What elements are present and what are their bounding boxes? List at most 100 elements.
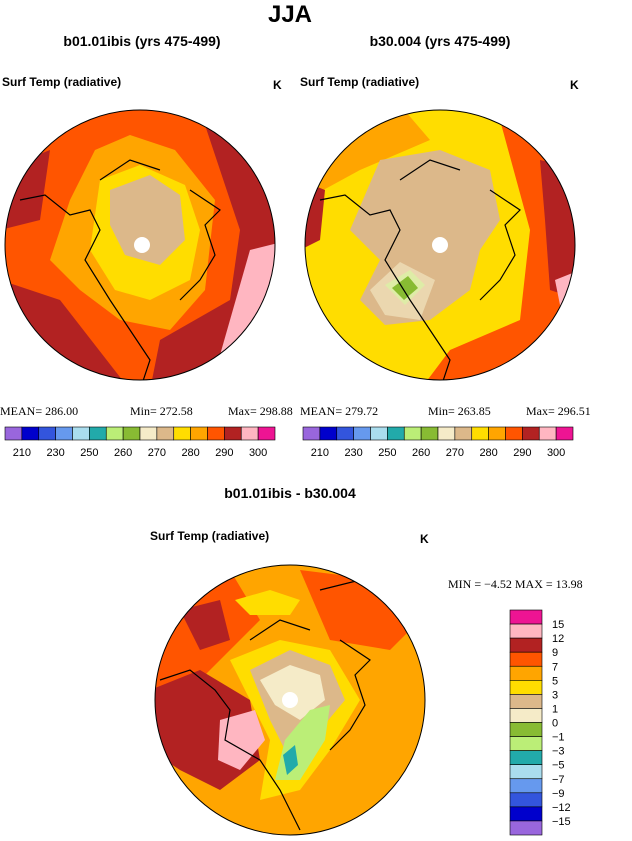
colorbar-label: −1 — [552, 732, 565, 744]
stat: Max= 296.51 — [526, 404, 591, 418]
colorbar-label: −12 — [552, 802, 571, 814]
variable-label: Surf Temp (radiative) — [300, 75, 419, 89]
colorbar-box — [454, 426, 473, 441]
colorbar-box — [471, 426, 489, 441]
colorbar-label: 230 — [46, 447, 64, 459]
colorbar-box — [509, 722, 543, 737]
colorbar-label: 300 — [547, 447, 565, 459]
colorbar-box — [173, 426, 191, 441]
units-label: K — [273, 78, 282, 92]
panel-title: b01.01ibis (yrs 475-499) — [63, 33, 220, 49]
map — [305, 110, 575, 380]
stat: Min= 263.85 — [428, 404, 491, 418]
figure-title: JJA — [268, 1, 312, 28]
colorbar-label: 210 — [13, 447, 31, 459]
colorbar-label: −7 — [552, 774, 565, 786]
colorbar-box — [190, 426, 208, 441]
colorbar-box — [336, 426, 354, 441]
colorbar-box — [420, 426, 439, 441]
colorbar-box — [403, 426, 422, 441]
colorbar-box — [72, 426, 90, 441]
map — [155, 565, 425, 835]
map-border — [154, 564, 426, 836]
diff-stats: MIN = −4.52 MAX = 13.98 — [448, 577, 583, 591]
colorbar-box — [509, 651, 543, 667]
colorbar-label: 15 — [552, 619, 564, 631]
colorbar-label: 9 — [552, 647, 558, 659]
colorbar-box — [38, 426, 56, 441]
colorbar-box — [509, 609, 543, 625]
colorbar-box — [224, 426, 242, 441]
colorbar-label: 7 — [552, 661, 558, 673]
colorbar-box — [370, 426, 388, 441]
units-label: K — [420, 532, 429, 546]
colorbar-box — [509, 623, 543, 639]
colorbar-box — [122, 426, 141, 441]
variable-label: Surf Temp (radiative) — [2, 75, 121, 89]
colorbars: 210 230 250 260 270 280 290 300 210 230 250 260 270 2… — [4, 426, 574, 836]
colorbar-box — [240, 426, 259, 441]
colorbar-box — [353, 426, 371, 441]
colorbar-box — [55, 426, 73, 441]
colorbar-box — [105, 426, 124, 441]
colorbar-box — [509, 637, 543, 653]
colorbar-label: 230 — [344, 447, 362, 459]
colorbar-box — [319, 426, 338, 441]
colorbar-label: 290 — [215, 447, 233, 459]
colorbar-label: 210 — [311, 447, 329, 459]
colorbar-box — [437, 426, 456, 441]
colorbar-box — [509, 750, 543, 765]
colorbar-label: 260 — [412, 447, 430, 459]
colorbar-box — [509, 665, 543, 681]
colorbar-box — [538, 426, 557, 441]
colorbar-label: 280 — [181, 447, 199, 459]
colorbar-label: 300 — [249, 447, 267, 459]
colorbar-label: −3 — [552, 746, 565, 758]
colorbar-label: 270 — [446, 447, 464, 459]
colorbar-box — [509, 806, 543, 822]
colorbar-label: 3 — [552, 689, 558, 701]
colorbar-box — [302, 426, 321, 441]
colorbar-box — [387, 426, 405, 441]
colorbar-label: 250 — [378, 447, 396, 459]
units-label: K — [570, 78, 579, 92]
map-border — [4, 109, 276, 381]
map — [5, 110, 275, 380]
colorbar-box — [509, 708, 543, 723]
colorbar-box — [509, 694, 543, 709]
map-border — [304, 109, 576, 381]
colorbar-box — [509, 792, 543, 808]
colorbar-box — [21, 426, 40, 441]
stat: Min= 272.58 — [130, 404, 193, 418]
colorbar-label: 260 — [114, 447, 132, 459]
colorbar-label: 290 — [513, 447, 531, 459]
panel-title: b01.01ibis - b30.004 — [224, 485, 356, 501]
colorbar-box — [488, 426, 506, 441]
colorbar-label: −15 — [552, 816, 571, 828]
colorbar-box — [522, 426, 540, 441]
stats: MEAN= 286.00 Min= 272.58 Max= 298.88 MEAN= … — [0, 404, 591, 418]
colorbar-box — [257, 426, 276, 441]
colorbar-label: 280 — [479, 447, 497, 459]
colorbar-box — [4, 426, 23, 441]
colorbar-box — [509, 680, 543, 695]
colorbar-label: 0 — [552, 718, 558, 730]
colorbar-label: −9 — [552, 788, 565, 800]
panel-title: b30.004 (yrs 475-499) — [370, 33, 511, 49]
colorbar-box — [509, 778, 543, 794]
colorbar-box — [89, 426, 107, 441]
colorbar-box — [509, 820, 543, 836]
stat: MEAN= 286.00 — [0, 404, 78, 418]
colorbar-box — [505, 426, 523, 441]
colorbar-label: 12 — [552, 633, 564, 645]
stat: MEAN= 279.72 — [300, 404, 378, 418]
colorbar-box — [139, 426, 158, 441]
colorbar-label: 1 — [552, 703, 558, 715]
colorbar-box — [509, 736, 543, 751]
colorbar-box — [207, 426, 225, 441]
colorbar-label: 250 — [80, 447, 98, 459]
colorbar-label: −5 — [552, 760, 565, 772]
colorbar-box — [156, 426, 175, 441]
variable-label: Surf Temp (radiative) — [150, 529, 269, 543]
